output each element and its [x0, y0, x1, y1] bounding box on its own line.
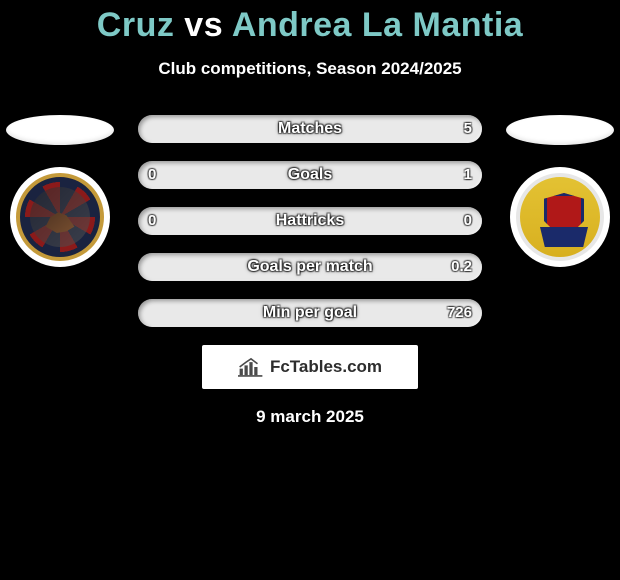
player-silhouette-left [6, 115, 114, 145]
stat-right-value: 1 [464, 161, 472, 189]
stat-right-value: 726 [447, 299, 472, 327]
stat-label: Hattricks [138, 207, 482, 235]
title-vs: vs [184, 6, 223, 44]
player-silhouette-right [506, 115, 614, 145]
comparison-card: Cruz vs Andrea La Mantia Club competitio… [0, 0, 620, 427]
club-badge-left [10, 167, 110, 267]
comparison-body: Matches 5 0 Goals 1 0 Hattricks 0 Goals … [0, 115, 620, 427]
club-crest-catanzaro-icon [516, 173, 604, 261]
bar-chart-icon [238, 356, 264, 378]
title-player-left: Cruz [97, 6, 175, 44]
stat-right-value: 0 [464, 207, 472, 235]
stat-label: Goals [138, 161, 482, 189]
title-player-right: Andrea La Mantia [232, 6, 523, 44]
stat-row: 0 Goals 1 [138, 161, 482, 189]
stat-row: 0 Hattricks 0 [138, 207, 482, 235]
watermark-text: FcTables.com [270, 357, 382, 377]
stat-row: Goals per match 0.2 [138, 253, 482, 281]
subtitle: Club competitions, Season 2024/2025 [0, 59, 620, 79]
club-badge-right [510, 167, 610, 267]
stat-right-value: 0.2 [451, 253, 472, 281]
stat-label: Matches [138, 115, 482, 143]
footer-date: 9 march 2025 [0, 407, 620, 427]
stat-label: Goals per match [138, 253, 482, 281]
watermark: FcTables.com [202, 345, 418, 389]
stat-label: Min per goal [138, 299, 482, 327]
stat-right-value: 5 [464, 115, 472, 143]
stat-row: Min per goal 726 [138, 299, 482, 327]
stat-rows: Matches 5 0 Goals 1 0 Hattricks 0 Goals … [138, 115, 482, 327]
club-crest-cosenza-icon [16, 173, 104, 261]
page-title: Cruz vs Andrea La Mantia [0, 6, 620, 45]
stat-row: Matches 5 [138, 115, 482, 143]
